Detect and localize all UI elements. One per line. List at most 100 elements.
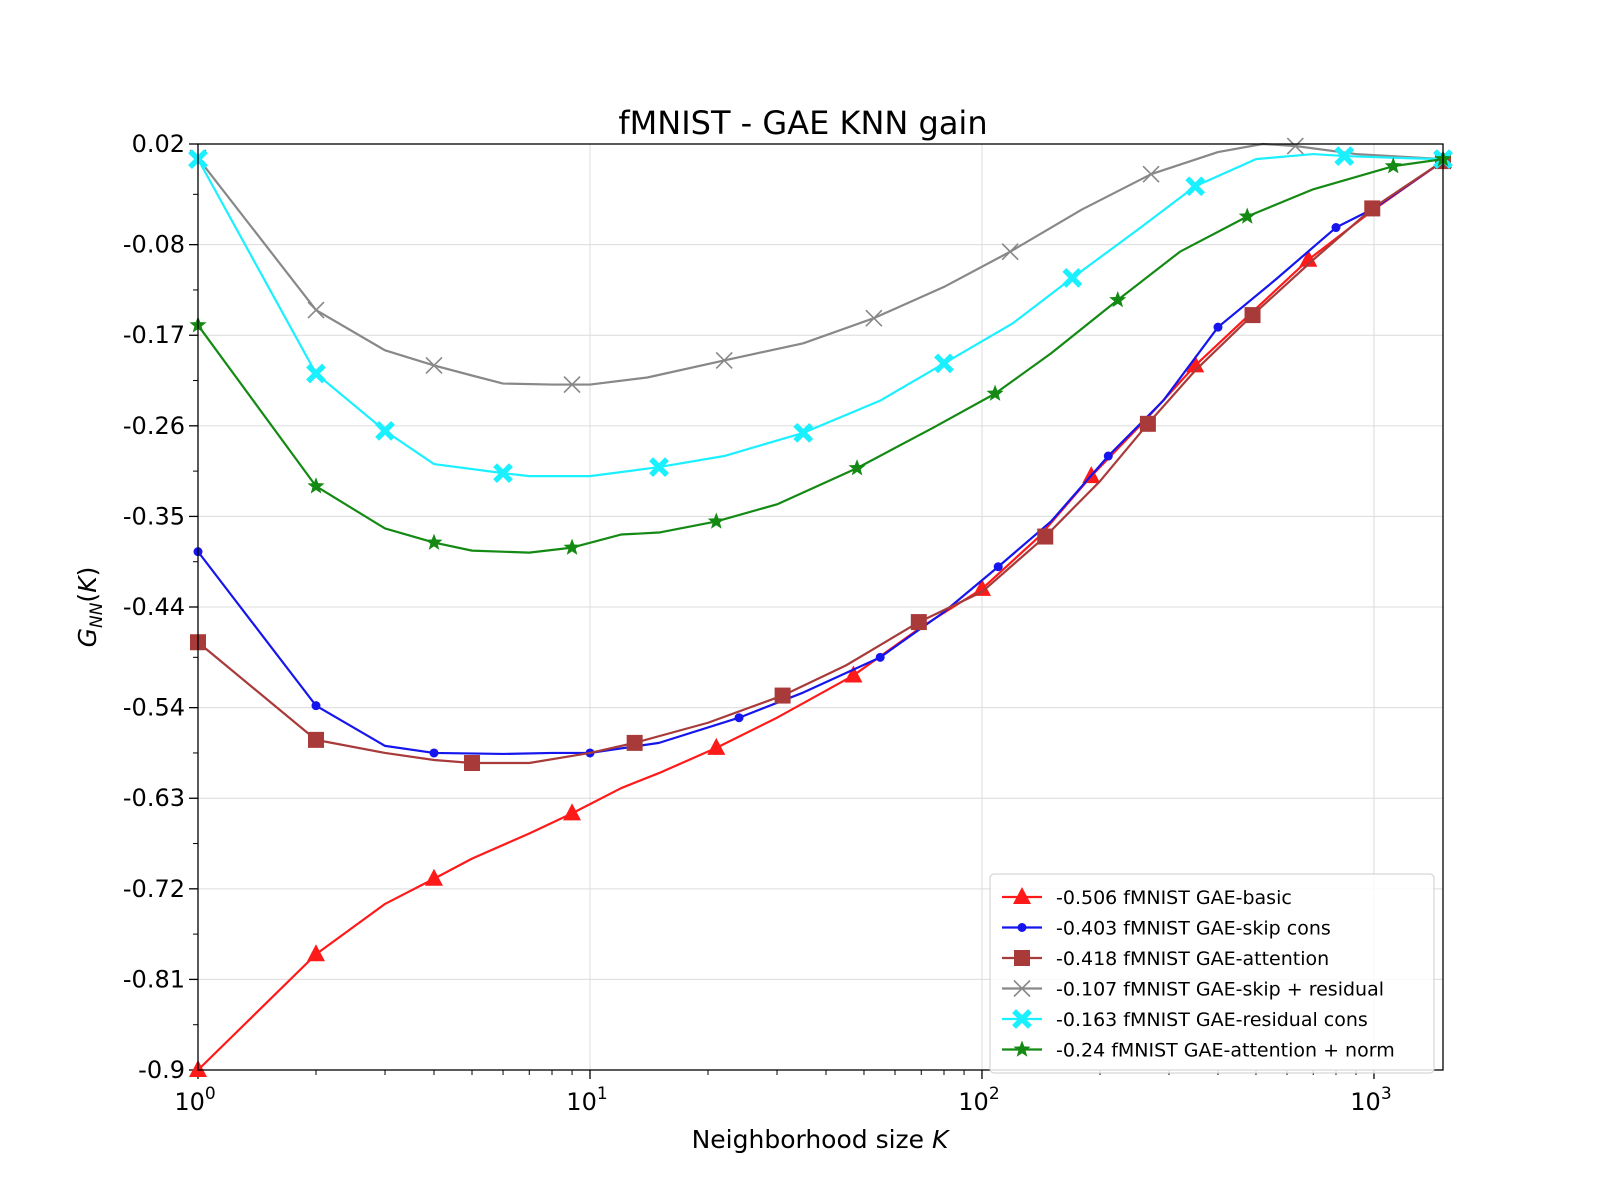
y-tick-label: -0.54: [123, 694, 185, 722]
legend-label: -0.163 fMNIST GAE-residual cons: [1056, 1009, 1368, 1031]
legend-marker: [1013, 887, 1031, 904]
y-tick-label: -0.08: [123, 231, 185, 259]
data-point: [1037, 528, 1054, 545]
data-point: [734, 713, 744, 723]
data-point: [848, 459, 866, 476]
data-point: [986, 384, 1004, 401]
data-point: [1364, 200, 1381, 217]
data-point: [1109, 291, 1127, 308]
data-point: [1334, 146, 1355, 166]
legend-label: -0.107 fMNIST GAE-skip + residual: [1056, 979, 1384, 1001]
data-point: [425, 356, 443, 375]
data-point: [307, 301, 325, 319]
data-point: [1213, 322, 1223, 332]
data-point: [1286, 137, 1304, 155]
series-line: [197, 158, 1444, 554]
legend-label: -0.24 fMNIST GAE-attention + norm: [1056, 1040, 1395, 1062]
y-tick-label: -0.17: [123, 321, 185, 349]
data-point: [972, 578, 991, 596]
legend-marker: [1017, 923, 1027, 932]
legend-box: [989, 873, 1435, 1074]
data-point: [375, 420, 395, 441]
series-0: [189, 151, 1452, 1077]
y-tick-label: -0.72: [123, 875, 185, 903]
legend-item: -0.403 fMNIST GAE-skip cons: [1002, 918, 1331, 940]
data-point: [1331, 223, 1341, 233]
data-point: [425, 533, 443, 550]
series-layer: [188, 137, 1453, 1077]
chart-title: fMNIST - GAE KNN gain: [618, 104, 987, 142]
y-tick-label: -0.35: [123, 502, 185, 530]
data-point: [934, 353, 954, 374]
plot-frame: [197, 143, 1444, 1071]
legend-item: -0.163 fMNIST GAE-residual cons: [1002, 1009, 1368, 1031]
legend-marker: [1014, 950, 1030, 966]
y-tick-label: 0.02: [132, 130, 185, 158]
data-point: [307, 477, 325, 494]
data-point: [626, 734, 643, 751]
legend-label: -0.418 fMNIST GAE-attention: [1056, 948, 1329, 970]
data-point: [910, 614, 927, 631]
data-point: [1238, 207, 1256, 224]
data-point: [649, 457, 669, 477]
data-point: [1244, 307, 1261, 324]
data-point: [493, 463, 513, 484]
data-point: [1186, 355, 1205, 373]
x-tick-label: 103: [1350, 1084, 1391, 1116]
data-point: [563, 375, 581, 394]
x-tick-label: 102: [958, 1084, 999, 1116]
y-tick-label: -0.63: [123, 784, 185, 812]
data-point: [563, 538, 581, 555]
data-point: [308, 731, 325, 748]
y-tick-label: -0.81: [123, 965, 185, 993]
axis-ticks: 0.02 -0.08 -0.17 -0.26 -0.35 -0.44 -0.54 -0.63 -…: [123, 130, 1392, 1116]
legend-item: -0.418 fMNIST GAE-attention: [1002, 948, 1329, 970]
data-point: [307, 944, 326, 962]
legend-item: -0.24 fMNIST GAE-attention + norm: [1002, 1040, 1395, 1062]
data-point: [1001, 243, 1019, 261]
data-point: [793, 422, 814, 443]
series-line: [197, 142, 1444, 386]
data-point: [875, 652, 885, 662]
data-point: [707, 512, 725, 529]
series-line: [197, 152, 1444, 478]
data-point: [865, 309, 883, 327]
legend-item: -0.506 fMNIST GAE-basic: [1002, 887, 1292, 909]
legend-marker: [1013, 1040, 1031, 1057]
data-point: [1062, 267, 1083, 288]
data-point: [1185, 176, 1206, 197]
data-point: [844, 665, 863, 683]
data-point: [1103, 451, 1113, 461]
legend-item: -0.107 fMNIST GAE-skip + residual: [1002, 979, 1384, 1001]
x-axis-label: Neighborhood size K: [692, 1125, 951, 1154]
legend: -0.506 fMNIST GAE-basic -0.403 fMNIST GAE…: [989, 873, 1435, 1074]
legend-label: -0.403 fMNIST GAE-skip cons: [1056, 918, 1331, 940]
data-point: [1139, 415, 1156, 432]
data-point: [1384, 157, 1402, 174]
y-tick-label: -0.9: [138, 1056, 185, 1084]
legend-marker: [1012, 1009, 1032, 1029]
y-tick-label: -0.44: [123, 593, 185, 621]
series-3: [189, 137, 1452, 394]
data-point: [715, 351, 733, 369]
data-point: [463, 755, 480, 772]
data-point: [429, 748, 439, 758]
legend-marker: [1013, 979, 1031, 998]
y-tick-label: -0.26: [123, 412, 185, 440]
data-point: [774, 687, 791, 704]
data-point: [1142, 165, 1160, 183]
series-line: [197, 160, 1444, 1071]
data-point: [425, 868, 444, 886]
data-point: [707, 737, 726, 755]
series-line: [197, 160, 1444, 765]
data-point: [311, 701, 321, 711]
legend-label: -0.506 fMNIST GAE-basic: [1056, 887, 1292, 909]
data-point: [563, 803, 582, 821]
data-point: [1299, 249, 1318, 267]
x-tick-label: 101: [566, 1084, 607, 1116]
data-point: [306, 363, 326, 384]
data-point: [993, 562, 1003, 572]
y-axis-label: GNN(K): [73, 567, 107, 648]
x-tick-label: 100: [174, 1084, 215, 1116]
